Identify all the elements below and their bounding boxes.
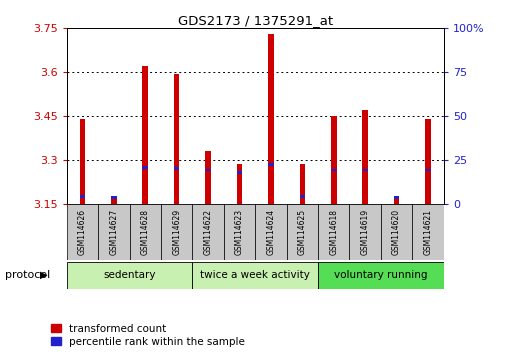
Bar [425, 119, 431, 204]
Bar [255, 204, 287, 260]
Text: GSM114621: GSM114621 [424, 209, 432, 255]
Text: protocol: protocol [5, 270, 50, 280]
Text: ▶: ▶ [40, 270, 48, 280]
Bar [236, 171, 242, 175]
Bar [174, 74, 180, 204]
Bar [192, 204, 224, 260]
Text: GSM114629: GSM114629 [172, 209, 181, 255]
Bar [300, 195, 305, 198]
Bar [318, 204, 349, 260]
Text: GSM114623: GSM114623 [235, 209, 244, 255]
Text: GSM114622: GSM114622 [204, 209, 212, 255]
Bar [80, 119, 85, 204]
Bar [331, 169, 337, 171]
Text: twice a week activity: twice a week activity [200, 270, 310, 280]
Text: GSM114618: GSM114618 [329, 209, 338, 255]
Bar [425, 169, 431, 171]
Text: GSM114627: GSM114627 [109, 209, 119, 255]
Bar [362, 169, 368, 171]
Legend: transformed count, percentile rank within the sample: transformed count, percentile rank withi… [51, 324, 245, 347]
Bar [394, 196, 400, 199]
Text: GSM114619: GSM114619 [361, 209, 370, 255]
Bar [394, 196, 400, 204]
Bar [143, 166, 148, 169]
Bar [362, 110, 368, 204]
Bar [268, 34, 274, 204]
Bar [412, 204, 444, 260]
Bar [111, 196, 116, 199]
Bar [331, 116, 337, 204]
Text: GSM114620: GSM114620 [392, 209, 401, 255]
Bar [67, 204, 98, 260]
Bar [381, 204, 412, 260]
Bar [98, 204, 129, 260]
Text: GSM114624: GSM114624 [266, 209, 275, 255]
Bar [318, 262, 444, 289]
Bar [143, 66, 148, 204]
Bar [287, 204, 318, 260]
Bar [205, 169, 211, 171]
Bar [224, 204, 255, 260]
Bar [161, 204, 192, 260]
Text: GSM114628: GSM114628 [141, 209, 150, 255]
Text: voluntary running: voluntary running [334, 270, 428, 280]
Bar [174, 167, 180, 170]
Title: GDS2173 / 1375291_at: GDS2173 / 1375291_at [177, 14, 333, 27]
Bar [268, 163, 274, 166]
Bar [129, 204, 161, 260]
Bar [236, 164, 242, 204]
Bar [80, 195, 85, 198]
Text: GSM114626: GSM114626 [78, 209, 87, 255]
Bar [349, 204, 381, 260]
Bar [192, 262, 318, 289]
Bar [111, 199, 116, 204]
Bar [67, 262, 192, 289]
Bar [205, 151, 211, 204]
Bar [300, 164, 305, 204]
Text: sedentary: sedentary [103, 270, 156, 280]
Text: GSM114625: GSM114625 [298, 209, 307, 255]
